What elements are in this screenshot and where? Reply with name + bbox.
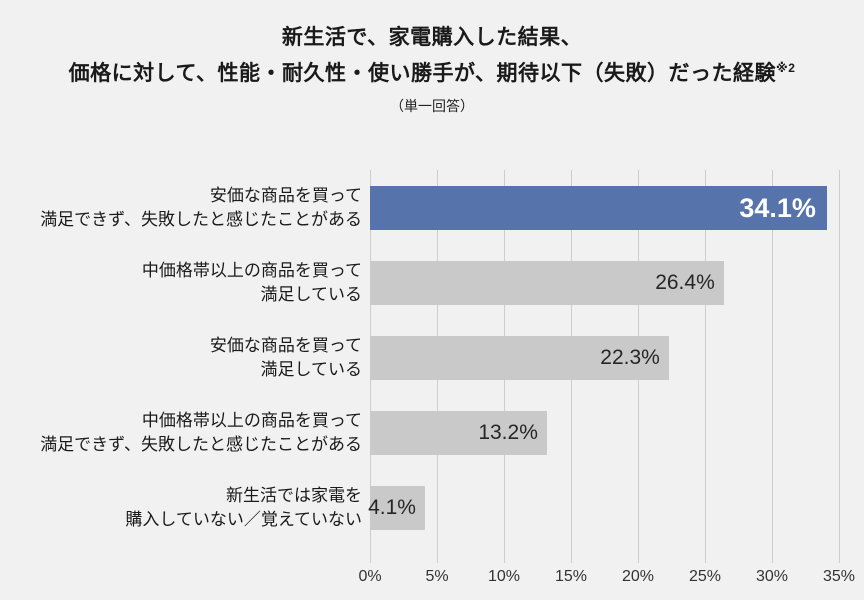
bar: 26.4% xyxy=(370,261,724,305)
x-tick-label: 15% xyxy=(554,568,588,585)
chart-row: 中価格帯以上の商品を買って満足できず、失敗したと感じたことがある 13.2% xyxy=(0,395,864,470)
chart-row: 安価な商品を買って満足している 22.3% xyxy=(0,320,864,395)
x-tick-label: 25% xyxy=(688,568,722,585)
x-axis: 0% 5% 10% 15% 20% 25% 30% 35% xyxy=(358,545,855,595)
bar-value-label: 22.3% xyxy=(600,346,660,369)
category-label-line: 満足できず、失敗したと感じたことがある xyxy=(40,434,362,454)
gridline xyxy=(839,170,840,563)
x-tick-label: 30% xyxy=(755,568,789,585)
title-footnote-marker: ※2 xyxy=(776,61,796,75)
bar: 4.1% xyxy=(368,486,425,530)
x-tick-label: 20% xyxy=(621,568,655,585)
category-label: 安価な商品を買って満足している xyxy=(2,320,362,395)
x-tick-label: 5% xyxy=(425,568,449,585)
category-label-line: 新生活では家電を xyxy=(226,485,362,505)
x-tick-label: 35% xyxy=(822,568,856,585)
chart-row: 中価格帯以上の商品を買って満足している 26.4% xyxy=(0,245,864,320)
x-tick-label: 10% xyxy=(487,568,521,585)
category-label-line: 購入していない／覚えていない xyxy=(125,509,362,529)
category-label: 新生活では家電を購入していない／覚えていない xyxy=(2,470,362,545)
title-line-2-text: 価格に対して、性能・耐久性・使い勝手が、期待以下（失敗）だった経験 xyxy=(68,62,777,85)
bar: 22.3% xyxy=(370,336,669,380)
category-label-line: 中価格帯以上の商品を買って xyxy=(141,260,362,280)
x-tick-label: 0% xyxy=(358,568,382,585)
title-line-2: 価格に対して、性能・耐久性・使い勝手が、期待以下（失敗）だった経験※2 xyxy=(0,53,864,89)
category-label-line: 満足している xyxy=(260,359,363,379)
bar-value-label: 34.1% xyxy=(739,192,816,223)
bar-value-label: 4.1% xyxy=(368,496,416,519)
bar-highlighted: 34.1% xyxy=(370,186,827,230)
title-line-1: 新生活で、家電購入した結果、 xyxy=(281,26,583,49)
chart-subtitle: （単一回答） xyxy=(390,98,474,114)
bar: 13.2% xyxy=(370,411,547,455)
category-label-line: 中価格帯以上の商品を買って xyxy=(141,410,362,430)
category-label-line: 満足している xyxy=(260,284,363,304)
gridline xyxy=(772,170,773,563)
bar-chart-rows: 安価な商品を買って 満足できず、失敗したと感じたことがある 34.1% 中価格帯以上の… xyxy=(0,170,864,545)
category-label-line: 満足できず、失敗したと感じたことがある xyxy=(40,209,362,229)
category-label-line: 安価な商品を買って xyxy=(209,335,362,355)
gridline xyxy=(705,170,706,563)
category-label: 安価な商品を買って満足できず、失敗したと感じたことがある xyxy=(2,170,362,245)
chart-row: 安価な商品を買って満足できず、失敗したと感じたことがある 34.1% xyxy=(0,170,864,245)
category-label-line: 安価な商品を買って xyxy=(209,185,362,205)
category-label: 中価格帯以上の商品を買って満足できず、失敗したと感じたことがある xyxy=(2,395,362,470)
bar-value-label: 13.2% xyxy=(478,421,538,444)
chart-title-block: 新生活で、家電購入した結果、 価格に対して、性能・耐久性・使い勝手が、期待以下（… xyxy=(0,22,864,116)
category-label: 中価格帯以上の商品を買って満足している xyxy=(2,245,362,320)
chart-row: 新生活では家電を購入していない／覚えていない 4.1% xyxy=(0,470,864,545)
bar-value-label: 26.4% xyxy=(655,271,715,294)
